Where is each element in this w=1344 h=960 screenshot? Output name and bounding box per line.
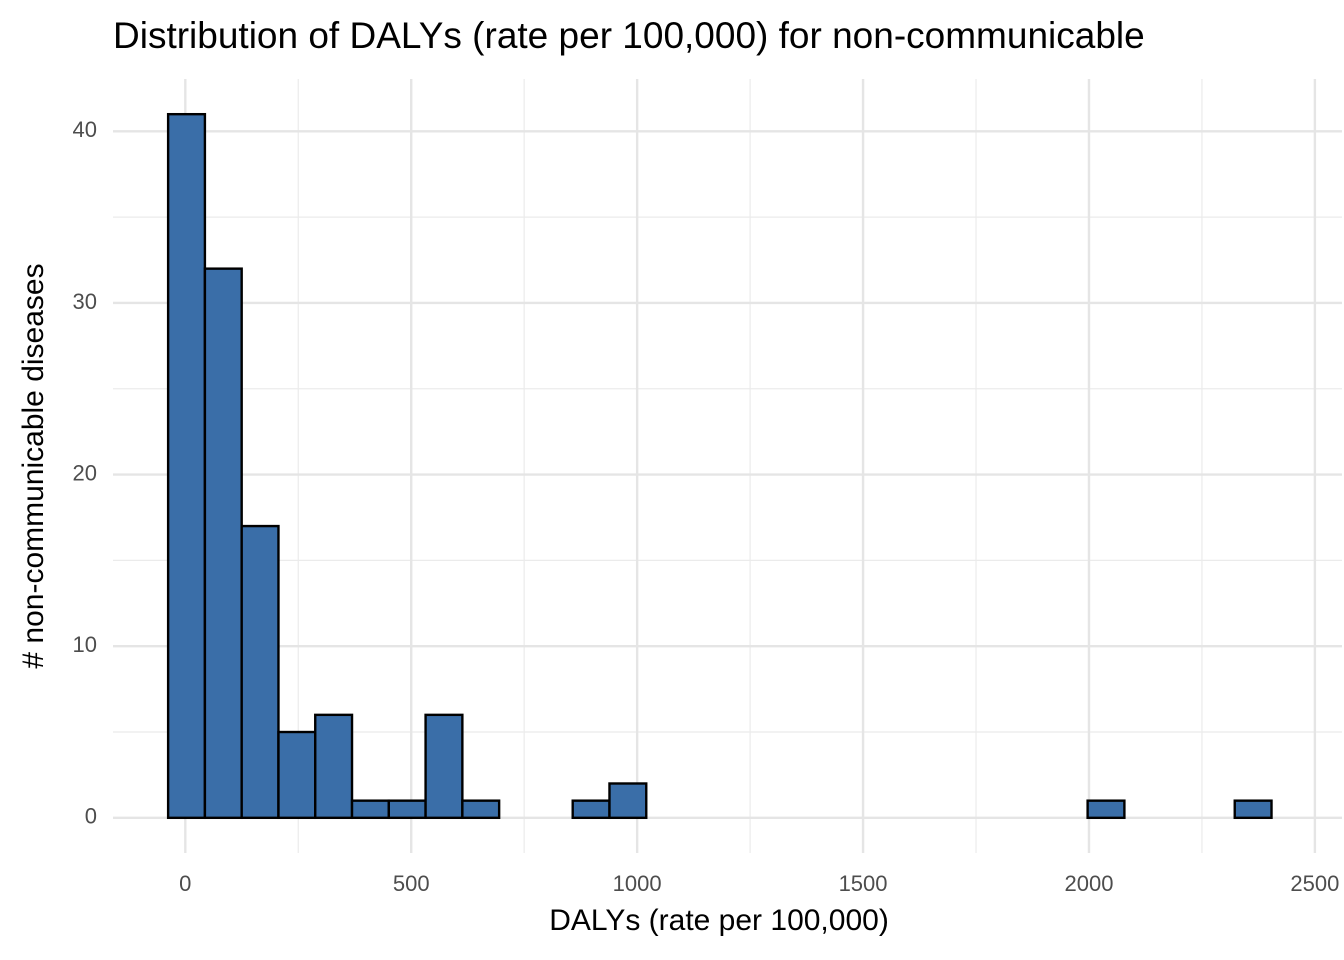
- chart-title: Distribution of DALYs (rate per 100,000)…: [113, 15, 1145, 56]
- bar: [424, 713, 464, 820]
- x-tick-label: 2500: [1290, 871, 1339, 896]
- bar: [350, 799, 391, 820]
- bar: [203, 267, 243, 820]
- bar: [166, 112, 207, 820]
- x-tick-label: 2000: [1064, 871, 1113, 896]
- x-tick-label: 1000: [613, 871, 662, 896]
- bar: [314, 713, 354, 820]
- y-tick-label: 20: [73, 460, 97, 485]
- bar: [1086, 799, 1126, 820]
- bar: [1233, 799, 1273, 820]
- bar: [277, 730, 317, 820]
- x-tick-label: 500: [393, 871, 430, 896]
- y-tick-label: 0: [85, 804, 97, 829]
- bar: [461, 799, 501, 820]
- x-axis-label: DALYs (rate per 100,000): [549, 904, 889, 937]
- bar: [571, 799, 611, 820]
- x-tick-label: 1500: [839, 871, 888, 896]
- x-tick-label: 0: [179, 871, 191, 896]
- y-axis-label: # non-communicable diseases: [17, 263, 50, 668]
- y-tick-label: 30: [73, 289, 97, 314]
- bar: [240, 524, 280, 820]
- y-tick-label: 40: [73, 117, 97, 142]
- bar: [608, 782, 648, 820]
- y-tick-label: 10: [73, 632, 97, 657]
- bar: [387, 799, 427, 820]
